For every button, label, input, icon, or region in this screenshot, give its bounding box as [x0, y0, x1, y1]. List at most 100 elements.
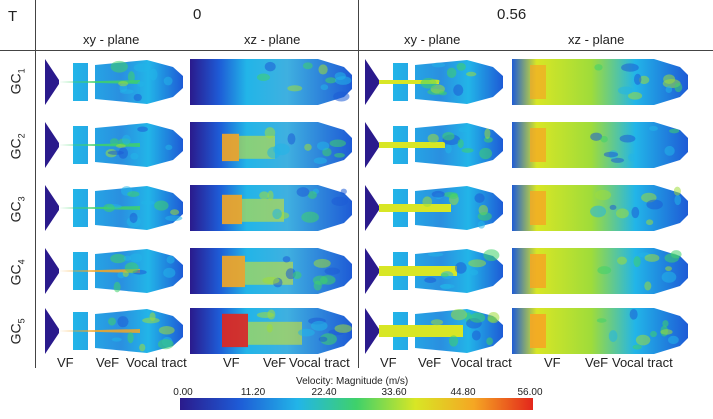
jet-streak [59, 329, 140, 333]
grid-divider-left [35, 0, 36, 368]
flow-vortex [324, 267, 341, 275]
flow-vortex [137, 126, 148, 132]
flow-vortex [427, 252, 444, 257]
plane-label-xy-t0: xy - plane [83, 32, 140, 47]
flow-vortex [110, 253, 127, 264]
plane-label-xz-t1: xz - plane [568, 32, 625, 47]
flow-vortex [427, 133, 439, 144]
flow-vortex [127, 332, 134, 344]
flow-vortex [334, 324, 352, 333]
time-axis-label: T [8, 8, 18, 25]
flow-vortex [674, 82, 683, 93]
flow-vortex [669, 128, 680, 134]
flow-vortex [259, 191, 270, 200]
flow-vortex [123, 255, 132, 261]
flow-vortex [267, 309, 276, 320]
flow-vortex [296, 187, 310, 197]
flow-vortex [621, 63, 639, 72]
flow-vortex [142, 317, 160, 324]
flow-vortex [307, 191, 317, 199]
flow-vortex [313, 258, 331, 268]
flow-vortex [638, 75, 650, 85]
flow-vortex [267, 190, 274, 201]
flow-vortex [302, 62, 313, 70]
flow-vortex [635, 334, 651, 346]
flow-vortex [631, 206, 640, 219]
flow-vortex [266, 323, 273, 333]
label-vocal-tract-1: Vocal tract [126, 355, 187, 370]
jet-core [530, 128, 546, 162]
flow-vortex [628, 153, 636, 162]
flow-vortex [619, 134, 636, 143]
flow-vortex [165, 215, 183, 222]
flow-vortex [644, 281, 652, 291]
flow-vortex [615, 208, 629, 219]
flow-vortex [318, 336, 328, 342]
flow-vortex [486, 337, 494, 346]
flow-vortex [110, 60, 128, 73]
flow-vortex [133, 63, 151, 73]
flow-field-panels [45, 59, 688, 354]
label-vef-2: VeF [263, 355, 287, 370]
colorbar-title: Velocity: Magnitude (m/s) [296, 376, 409, 387]
flow-vortex [628, 91, 643, 100]
flow-vortex [632, 344, 642, 350]
flow-vortex [149, 68, 158, 81]
label-vocal-tract-4: Vocal tract [612, 355, 673, 370]
jet-streak [379, 80, 439, 84]
label-vf-4: VF [544, 355, 561, 370]
flow-vortex [440, 283, 452, 290]
flow-vortex [456, 62, 466, 71]
flow-vortex [282, 256, 291, 263]
label-vocal-tract-3: Vocal tract [451, 355, 512, 370]
flow-vortex [320, 84, 329, 91]
flow-vortex [340, 188, 347, 195]
label-vf-2: VF [223, 355, 240, 370]
flow-vortex [292, 271, 302, 279]
flow-vortex [316, 141, 330, 151]
xz-plane-panel-t1 [512, 122, 688, 168]
flow-vortex [118, 80, 129, 87]
flow-vortex [608, 330, 618, 343]
jet-core [222, 313, 248, 348]
plane-label-xy-t1: xy - plane [404, 32, 461, 47]
flow-vortex [429, 79, 441, 84]
flow-vortex [455, 262, 467, 274]
xz-plane-panel-t0 [190, 59, 352, 105]
flow-vortex [597, 266, 612, 275]
label-vef-3: VeF [418, 355, 442, 370]
flow-vortex [158, 325, 175, 335]
flow-vortex [117, 316, 129, 328]
flow-vortex [111, 337, 122, 342]
flow-vortex [333, 91, 350, 102]
flow-vortex [121, 134, 131, 145]
flow-vortex [674, 194, 682, 206]
flow-vortex [450, 309, 468, 321]
flow-vortex [469, 269, 479, 276]
label-vocal-tract-2: Vocal tract [289, 355, 350, 370]
flow-vortex [487, 311, 500, 324]
jet-core [530, 254, 546, 288]
flow-vortex [603, 151, 619, 158]
flow-vortex [127, 71, 135, 83]
flow-vortex [304, 143, 312, 151]
flow-vortex [298, 328, 315, 337]
jet-streak [379, 142, 445, 148]
flow-vortex [646, 219, 654, 226]
flow-vortex [272, 208, 282, 220]
flow-vortex [129, 253, 143, 263]
flow-vortex [318, 64, 328, 75]
flow-vortex [256, 73, 270, 81]
flow-vortex [590, 205, 607, 218]
flow-vortex [329, 139, 346, 148]
flow-vortex [165, 144, 173, 150]
flow-vortex [609, 204, 617, 210]
time-value-1: 0.56 [497, 6, 527, 23]
flow-vortex [600, 135, 608, 143]
flow-vortex [662, 320, 669, 327]
grid-divider-middle [358, 0, 359, 368]
flow-vortex [430, 319, 444, 326]
flow-vortex [474, 193, 485, 203]
flow-vortex [484, 128, 491, 140]
jet-core [530, 65, 546, 99]
